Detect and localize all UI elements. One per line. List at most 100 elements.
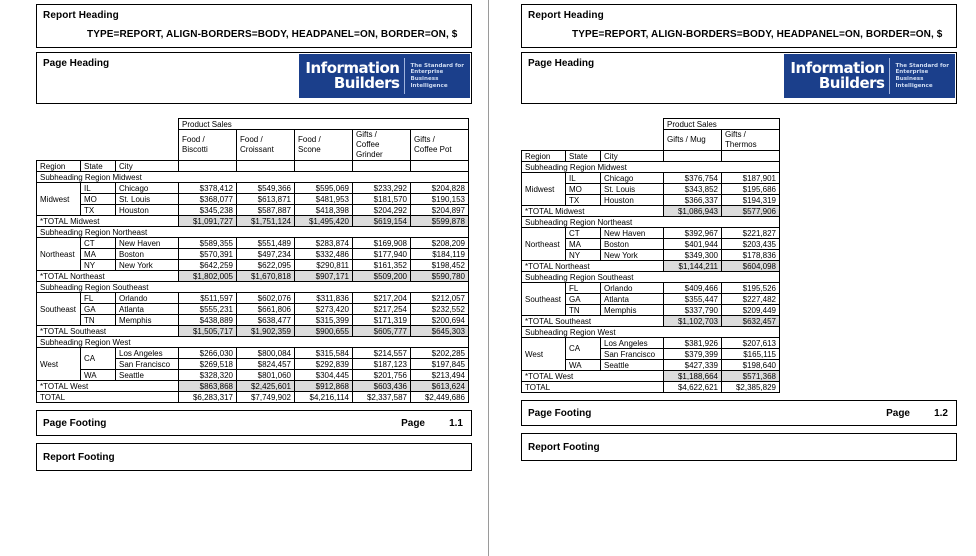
subtotal-row: *TOTAL West $1,188,664 $571,368 [521,370,780,382]
subheading-label: Subheading Region Midwest [521,161,780,173]
subtotal-row: *TOTAL Northeast $1,802,005 $1,670,818 $907… [36,270,469,282]
city-cell: New Haven [600,227,664,239]
spacer-cell [521,118,664,130]
value-cell-1: $381,926 [663,337,722,349]
value-cell-2: $203,435 [721,238,780,250]
value-cell-1: $409,466 [663,282,722,294]
table-body: Product Sales Food / Biscotti Food / Croissa… [36,118,469,403]
logo-tagline-4: Intelligence [410,82,448,89]
report-heading-syntax: TYPE=REPORT, ALIGN-BORDERS=BODY, HEADPAN… [572,29,943,40]
subtotal-value-3: $907,171 [294,270,353,282]
measure-header-line: Coffee Pot [414,145,452,154]
grand-total-value-1: $6,283,317 [178,391,237,403]
report-heading-label: Report Heading [43,10,119,21]
subtotal-value-3: $912,868 [294,380,353,392]
value-cell-1: $349,300 [663,249,722,261]
report-footing-band: Report Footing [36,443,472,471]
report-table: Product Sales Food / Biscotti Food / Croissa… [36,118,469,403]
report-heading-band: Report Heading TYPE=REPORT, ALIGN-BORDER… [36,4,472,48]
value-cell-1: $379,399 [663,348,722,360]
value-cell-1: $378,412 [178,182,237,194]
city-cell: San Francisco [115,358,179,370]
subtotal-value-5: $599,878 [410,215,469,227]
city-cell: Orlando [600,282,664,294]
value-cell-3: $283,874 [294,237,353,249]
subheading-row: Subheading Region Southeast [36,281,469,293]
group-header-row: Product Sales [36,118,469,130]
page-word-label: Page [886,408,910,419]
report-footing-label: Report Footing [43,452,115,463]
subtotal-row: *TOTAL Midwest $1,086,943 $577,906 [521,205,780,217]
subtotal-label: *TOTAL Northeast [36,270,179,282]
value-cell-2: $638,477 [236,314,295,326]
value-cell-5: $208,209 [410,237,469,249]
value-cell-5: $212,057 [410,292,469,304]
dimension-header-filler [294,160,353,172]
measure-header-line: Food / [240,135,263,144]
subheading-row: Subheading Region West [521,326,780,338]
logo-tagline-1: The Standard for [895,62,949,69]
grand-total-row: TOTAL $4,622,621 $2,385,829 [521,381,780,393]
subtotal-value-5: $645,303 [410,325,469,337]
page-footing-label: Page Footing [43,418,107,429]
subheading-row: Subheading Region West [36,336,469,348]
product-sales-header: Product Sales [663,118,780,130]
city-cell: Chicago [600,172,664,184]
value-cell-5: $213,494 [410,369,469,381]
value-cell-2: $198,640 [721,359,780,371]
value-cell-1: $427,339 [663,359,722,371]
dimension-header-city: City [115,160,179,172]
city-cell: Los Angeles [600,337,664,349]
grand-total-value-2: $7,749,902 [236,391,295,403]
state-cell: MO [565,183,601,195]
state-cell: TN [80,314,116,326]
grand-total-label: TOTAL [36,391,179,403]
city-cell: San Francisco [600,348,664,360]
dimension-header-state: State [80,160,116,172]
subtotal-value-1: $1,086,943 [663,205,722,217]
table-row: TX Houston $366,337 $194,319 [522,194,780,206]
subtotal-label: *TOTAL Northeast [521,260,664,272]
measure-header-line: Thermos [725,140,757,149]
state-cell: FL [565,282,601,294]
table-row: TN Memphis $337,790 $209,449 [522,304,780,316]
value-cell-2: $549,366 [236,182,295,194]
report-page-2: Report Heading TYPE=REPORT, ALIGN-BORDER… [488,0,976,556]
value-cell-1: $392,967 [663,227,722,239]
value-cell-5: $204,897 [410,204,469,216]
subtotal-value-3: $1,495,420 [294,215,353,227]
state-cell: NY [565,249,601,261]
page-number: 1.1 [449,418,463,429]
value-cell-2: $195,526 [721,282,780,294]
measure-header-line: Croissant [240,145,274,154]
page-heading-label: Page Heading [528,58,595,69]
value-cell-1: $589,355 [178,237,237,249]
value-cell-4: $169,908 [352,237,411,249]
region-cell: West [36,347,81,381]
value-cell-5: $197,845 [410,358,469,370]
value-cell-3: $315,399 [294,314,353,326]
value-cell-4: $204,292 [352,204,411,216]
page-heading-band: Page Heading Information Builders The St… [521,52,957,104]
measure-header-line: Biscotti [182,145,208,154]
value-cell-2: $587,887 [236,204,295,216]
value-cell-4: $217,254 [352,303,411,315]
grand-total-value-3: $4,216,114 [294,391,353,403]
subtotal-value-1: $863,868 [178,380,237,392]
table-row: WA Seattle $427,339 $198,640 [522,359,780,371]
value-cell-2: $194,319 [721,194,780,206]
logo-divider [889,58,891,94]
city-cell: Seattle [115,369,179,381]
measure-header-row: Gifts / Mug Gifts / Thermos [521,129,780,151]
table-row: GA Atlanta $555,231 $661,806 $273,420 $217,25… [37,303,469,315]
value-cell-3: $290,811 [294,259,353,271]
information-builders-logo: Information Builders The Standard for En… [299,54,470,98]
value-cell-4: $217,204 [352,292,411,304]
subtotal-value-2: $1,902,359 [236,325,295,337]
state-cell: MA [565,238,601,250]
measure-header-line: Gifts / Mug [667,135,706,144]
region-cell: Southeast [36,292,81,326]
logo-tagline-4: Intelligence [895,82,933,89]
subtotal-value-2: $604,098 [721,260,780,272]
